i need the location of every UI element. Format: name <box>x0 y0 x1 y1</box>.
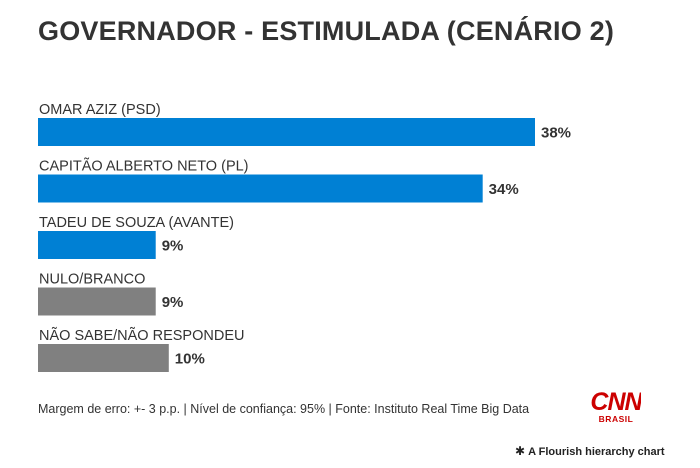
bar-label-nao-sabe-nao-respondeu: NÃO SABE/NÃO RESPONDEU <box>39 327 244 344</box>
bar-value-omar-aziz-psd: 38% <box>541 125 571 142</box>
footer-note: Margem de erro: +- 3 p.p. | Nível de con… <box>38 402 530 416</box>
bar-chart: OMAR AZIZ (PSD) 38% CAPITÃO ALBERTO NETO (… <box>38 102 571 372</box>
bar-omar-aziz-psd[interactable] <box>38 118 535 146</box>
chart-title: GOVERNADOR - ESTIMULADA (CENÁRIO 2) <box>38 16 615 46</box>
flourish-credit-text: A Flourish hierarchy chart <box>528 446 665 458</box>
bars-group: OMAR AZIZ (PSD) 38% CAPITÃO ALBERTO NETO (… <box>38 102 571 372</box>
bar-label-nulo-branco: NULO/BRANCO <box>39 272 145 288</box>
flourish-asterisk-icon: ✱ <box>515 444 526 458</box>
bar-value-capitao-alberto-neto-pl: 34% <box>489 181 519 198</box>
bar-tadeu-de-souza-avante[interactable] <box>38 231 156 259</box>
svg-text:BRASIL: BRASIL <box>599 414 634 424</box>
flourish-credit[interactable]: ✱ A Flourish hierarchy chart <box>515 444 665 458</box>
bar-value-nao-sabe-nao-respondeu: 10% <box>175 351 205 368</box>
bar-label-tadeu-de-souza-avante: TADEU DE SOUZA (AVANTE) <box>39 215 234 231</box>
cnn-brasil-logo: CNN BRASIL <box>591 388 641 424</box>
bar-capitao-alberto-neto-pl[interactable] <box>38 174 483 203</box>
bar-nao-sabe-nao-respondeu[interactable] <box>38 344 169 372</box>
bar-label-omar-aziz-psd: OMAR AZIZ (PSD) <box>39 102 161 118</box>
bar-label-capitao-alberto-neto-pl: CAPITÃO ALBERTO NETO (PL) <box>39 158 249 175</box>
bar-nulo-branco[interactable] <box>38 287 156 316</box>
bar-value-tadeu-de-souza-avante: 9% <box>162 238 184 255</box>
bar-value-nulo-branco: 9% <box>162 294 184 311</box>
svg-text:CNN: CNN <box>591 388 641 416</box>
